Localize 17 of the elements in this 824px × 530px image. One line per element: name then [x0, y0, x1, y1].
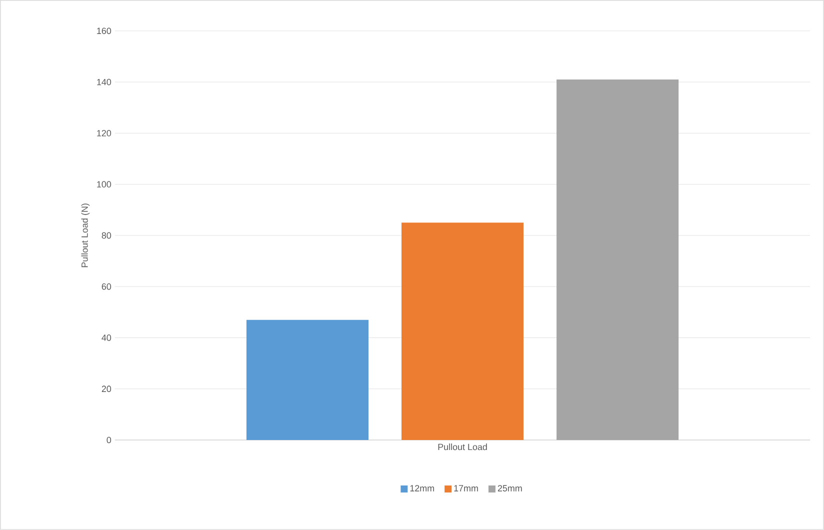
y-tick-label: 80	[102, 232, 112, 239]
legend-label: 17mm	[454, 485, 478, 492]
y-tick-label: 160	[97, 28, 112, 34]
y-axis-title: Pullout Load (N)	[81, 204, 90, 268]
y-tick-label: 140	[97, 78, 112, 86]
legend-label: 25mm	[498, 485, 522, 492]
bar	[402, 222, 524, 440]
y-tick-label: 100	[97, 181, 112, 188]
y-tick-label: 60	[102, 283, 112, 290]
bar	[556, 80, 679, 440]
y-tick-label: 20	[102, 386, 112, 392]
y-tick-label: 0	[106, 436, 112, 444]
bar	[246, 320, 368, 440]
y-tick-label: 40	[102, 334, 112, 341]
y-tick-label: 120	[97, 130, 112, 136]
legend-label: 12mm	[410, 485, 434, 492]
x-tick-label: Pullout Load	[438, 444, 487, 450]
